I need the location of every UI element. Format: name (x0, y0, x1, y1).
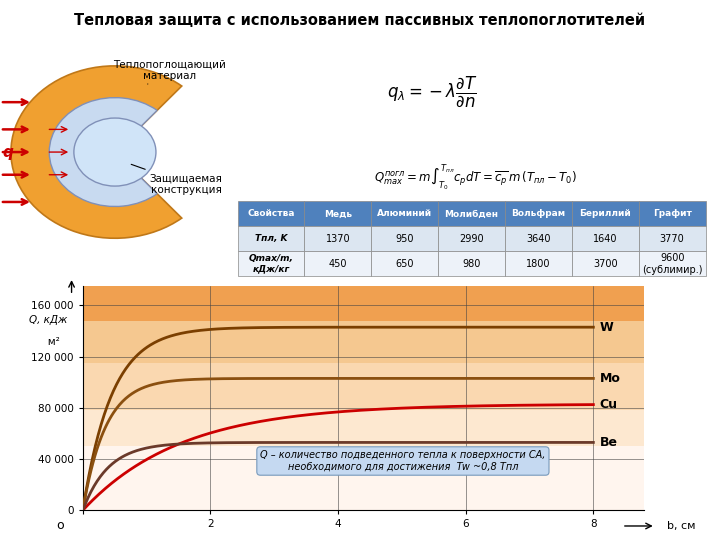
Wedge shape (11, 66, 181, 238)
Text: $q_\lambda = -\lambda \dfrac{\partial T}{\partial n}$: $q_\lambda = -\lambda \dfrac{\partial T}… (387, 75, 477, 109)
Text: Защищаемая
конструкция: Защищаемая конструкция (131, 164, 222, 194)
Circle shape (74, 118, 156, 186)
Text: Q – количество подведенного тепла к поверхности СА,
необходимого для достижения : Q – количество подведенного тепла к пове… (260, 450, 546, 472)
Text: Q, кДж: Q, кДж (30, 315, 68, 325)
Text: W: W (600, 321, 613, 334)
Text: Cu: Cu (600, 397, 618, 410)
Text: Теплопоглощающий
материал: Теплопоглощающий материал (113, 59, 226, 84)
Bar (83, 363, 644, 410)
Text: Тепловая защита с использованием пассивных теплопоглотителей: Тепловая защита с использованием пассивн… (74, 13, 646, 28)
Text: b, см: b, см (667, 521, 696, 531)
Bar (83, 321, 644, 363)
Text: м²: м² (38, 337, 60, 347)
Wedge shape (49, 98, 157, 206)
Bar (83, 286, 644, 321)
Text: о: о (57, 519, 64, 532)
Text: Be: Be (600, 436, 618, 449)
Text: Mo: Mo (600, 372, 621, 385)
Text: $Q_{max}^{погл} = m \int_{T_0}^{T_{пл}} c_p dT = \overline{c_p}\, m\,(T_{пл} - T: $Q_{max}^{погл} = m \int_{T_0}^{T_{пл}} … (374, 163, 577, 193)
Bar (83, 410, 644, 446)
Text: q: q (3, 145, 14, 159)
Bar (83, 446, 644, 510)
